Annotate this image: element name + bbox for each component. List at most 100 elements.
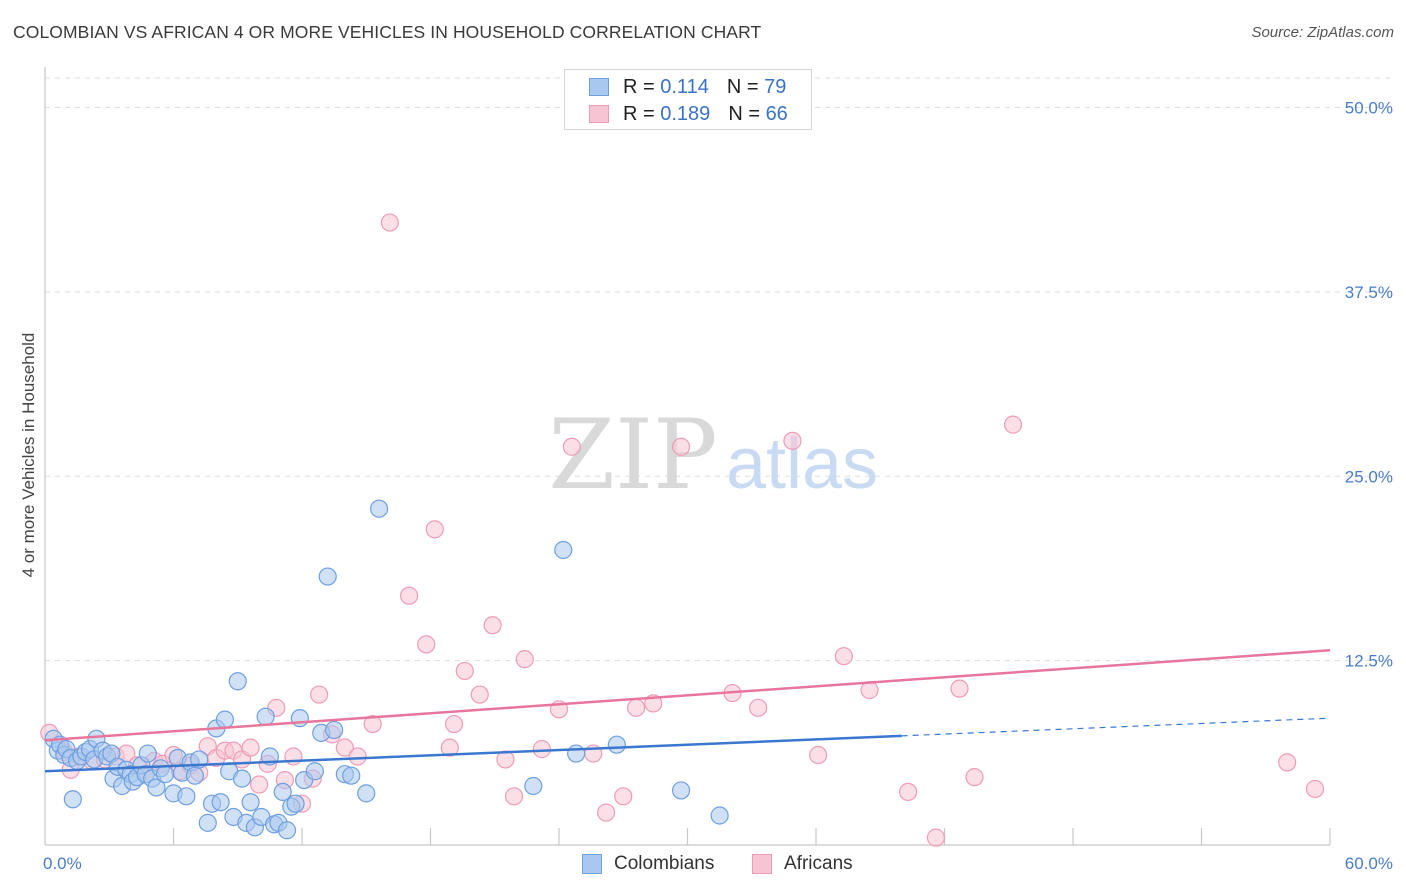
colombian-point: [241, 793, 260, 812]
chart-title: COLOMBIAN VS AFRICAN 4 OR MORE VEHICLES …: [13, 22, 762, 42]
colombian-point: [256, 707, 275, 726]
colombian-point: [147, 778, 166, 797]
legend-row-colombians: R = 0.114 N = 79: [565, 74, 786, 100]
legend-r-label: R =: [623, 75, 655, 98]
colombian-point: [228, 672, 247, 691]
african-point: [470, 685, 489, 704]
african-point: [496, 750, 515, 769]
legend-n-label: N =: [728, 102, 760, 125]
colombian-point: [554, 540, 573, 560]
legend-n-value: 79: [764, 75, 787, 98]
colombians-trendline: [44, 734, 902, 773]
colombian-point: [277, 821, 297, 840]
colombian-point: [710, 806, 729, 825]
african-point: [898, 782, 918, 802]
colombian-point: [215, 710, 234, 729]
african-point: [483, 616, 502, 635]
colombian-point: [232, 769, 252, 788]
african-point: [626, 698, 646, 717]
colombian-point: [63, 790, 82, 809]
gridlines: [45, 77, 1392, 662]
zipatlas-watermark: ZIP atlas: [548, 399, 878, 511]
african-point: [250, 775, 269, 794]
african-point: [504, 787, 524, 806]
legend-n-value: 66: [765, 102, 788, 125]
african-point: [455, 661, 474, 681]
colombian-point: [567, 744, 586, 763]
african-point: [444, 714, 464, 734]
african-point: [380, 213, 399, 232]
african-point: [1003, 415, 1023, 434]
african-point: [515, 650, 534, 669]
colombian-point: [325, 720, 344, 740]
colombian-point: [357, 784, 376, 803]
african-point: [363, 714, 382, 734]
bottom-legend-africans: Africans: [752, 852, 853, 876]
y-tick-label: 37.5%: [1345, 283, 1393, 302]
african-point: [749, 698, 768, 717]
legend-r-value: 0.189: [660, 102, 711, 125]
african-point: [440, 738, 459, 757]
african-point: [562, 437, 581, 456]
colombians-trendline-extension: [901, 717, 1331, 737]
colombian-point: [290, 709, 309, 728]
african-point: [614, 787, 633, 806]
legend-n-label: N =: [726, 75, 759, 98]
african-point: [809, 745, 828, 765]
y-axis-label: 4 or more Vehicles in Household: [19, 333, 38, 578]
x-tick-label-min: 0.0%: [43, 854, 82, 873]
legend-row-africans: R = 0.189 N = 66: [565, 101, 788, 127]
africans-legend-swatch: [752, 854, 772, 874]
colombians-legend-label: Colombians: [614, 853, 715, 874]
legend-r-label: R =: [623, 102, 655, 125]
african-point: [425, 520, 444, 539]
y-tick-label: 25.0%: [1345, 467, 1393, 486]
africans-points: [40, 213, 1325, 847]
african-point: [348, 747, 367, 766]
africans-legend-label: Africans: [784, 853, 853, 874]
colombian-point: [671, 781, 691, 800]
african-point: [834, 647, 853, 666]
axes: [44, 67, 1331, 846]
y-tick-label: 12.5%: [1345, 652, 1393, 671]
colombian-point: [318, 567, 337, 586]
colombian-point: [198, 813, 217, 832]
african-point: [241, 738, 260, 757]
colombian-point: [286, 794, 305, 813]
african-point: [1305, 779, 1325, 799]
african-point: [597, 803, 616, 822]
colombian-point: [138, 744, 157, 763]
african-point: [671, 437, 691, 456]
watermark-zip: ZIP: [548, 399, 717, 511]
africans-swatch: [589, 105, 609, 123]
african-point: [335, 738, 354, 757]
colombian-point: [305, 762, 324, 781]
x-tick-label-max: 60.0%: [1345, 854, 1393, 873]
colombian-point: [370, 499, 389, 518]
colombian-point: [524, 776, 543, 796]
source-attribution: Source: ZipAtlas.com: [1251, 24, 1394, 41]
african-point: [532, 740, 551, 759]
african-point: [417, 635, 436, 654]
african-point: [926, 828, 946, 847]
african-point: [310, 685, 329, 704]
colombian-point: [177, 787, 196, 806]
colombians-swatch: [589, 78, 609, 96]
colombian-point: [185, 766, 205, 785]
colombian-point: [342, 766, 361, 785]
colombian-point: [273, 782, 292, 802]
african-point: [783, 431, 802, 450]
bottom-legend-colombians: Colombians: [582, 852, 714, 876]
correlation-legend: R = 0.114 N = 79 R = 0.189 N = 66: [564, 69, 812, 130]
africans-trendline: [44, 649, 1331, 742]
y-tick-label: 50.0%: [1345, 99, 1393, 118]
legend-r-value: 0.114: [660, 75, 709, 98]
tick-labels: 12.5% 25.0% 37.5% 50.0% 0.0% 60.0%: [43, 99, 1393, 874]
colombian-point: [155, 765, 175, 784]
colombians-legend-swatch: [582, 854, 602, 874]
african-point: [950, 679, 969, 698]
trendlines: [44, 649, 1331, 773]
african-point: [965, 768, 984, 787]
watermark-atlas: atlas: [726, 424, 878, 504]
